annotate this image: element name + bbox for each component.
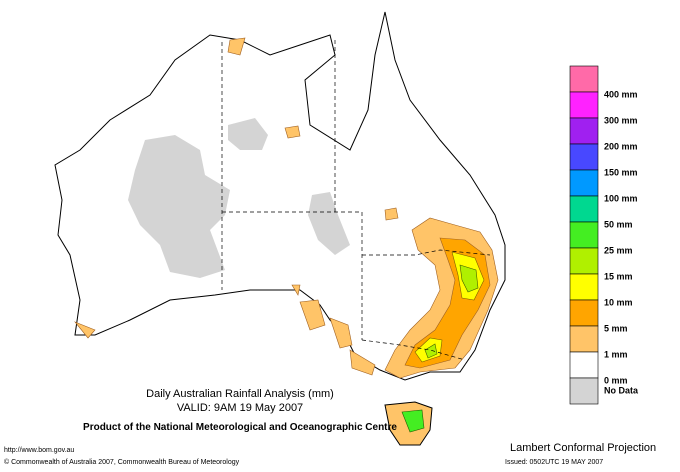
legend-swatch <box>569 377 599 405</box>
tasmania-rain <box>401 409 425 433</box>
legend-label: No Data <box>604 385 639 395</box>
map-title: Daily Australian Rainfall Analysis (mm) <box>146 388 334 400</box>
legend-label: 25 mm <box>604 245 633 255</box>
valid-time: VALID: 9AM 19 May 2007 <box>177 402 303 414</box>
legend-label: 5 mm <box>604 323 628 333</box>
legend-label: 0 mm <box>604 375 628 385</box>
legend-label: 1 mm <box>604 349 628 359</box>
legend-label: 15 mm <box>604 271 633 281</box>
legend-swatch <box>569 169 599 197</box>
no-data-area <box>308 192 350 255</box>
legend-label: 150 mm <box>604 167 638 177</box>
legend-swatch <box>569 351 599 379</box>
legend-swatch <box>569 143 599 171</box>
no-data-area <box>228 118 268 150</box>
issued: Issued: 0502UTC 19 MAY 2007 <box>505 459 603 466</box>
legend-swatch <box>569 273 599 301</box>
legend-swatch <box>569 221 599 249</box>
legend-swatch <box>569 91 599 119</box>
mainland-outline <box>54 11 506 381</box>
legend-swatch <box>569 299 599 327</box>
url: http://www.bom.gov.au <box>4 447 74 454</box>
legend-swatch <box>569 117 599 145</box>
legend-swatch <box>569 65 599 93</box>
legend-swatch <box>569 325 599 353</box>
legend-label: 400 mm <box>604 89 638 99</box>
projection: Lambert Conformal Projection <box>510 442 656 454</box>
product-note: Product of the National Meteorological a… <box>83 422 397 433</box>
state-borders <box>221 40 491 361</box>
legend-label: 100 mm <box>604 193 638 203</box>
legend-label: 200 mm <box>604 141 638 151</box>
rain-area-15mm <box>424 264 479 359</box>
legend: 400 mm 300 mm 200 mm 150 mm 100 mm 50 mm 25 mm… <box>569 65 639 405</box>
legend-label: 50 mm <box>604 219 633 229</box>
legend-swatch <box>569 195 599 223</box>
legend-label: 300 mm <box>604 115 638 125</box>
rain-area-5mm <box>74 37 399 376</box>
no-data-area <box>128 135 230 278</box>
legend-label: 10 mm <box>604 297 633 307</box>
legend-swatch <box>569 247 599 275</box>
copyright: © Commonwealth of Australia 2007, Common… <box>4 458 240 466</box>
